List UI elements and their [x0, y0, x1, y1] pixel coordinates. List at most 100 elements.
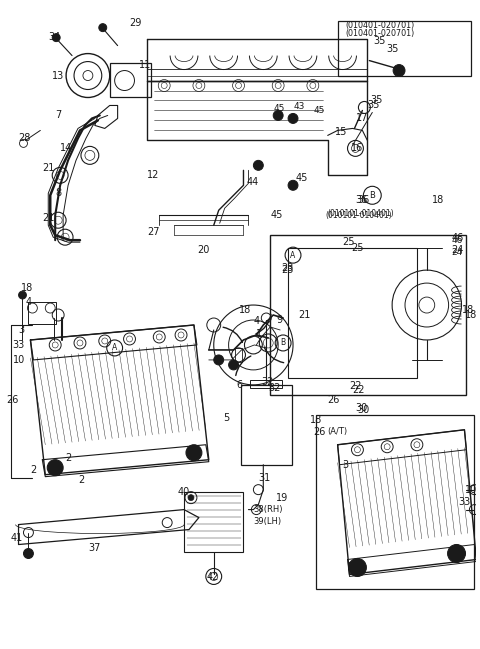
Circle shape	[186, 445, 202, 461]
Text: 18: 18	[432, 195, 444, 205]
Circle shape	[273, 110, 283, 121]
Text: 31: 31	[258, 472, 271, 483]
Bar	[184, 492, 243, 552]
Bar	[270, 235, 467, 395]
Text: 24: 24	[452, 245, 464, 255]
Text: 2: 2	[30, 465, 36, 474]
Text: 18: 18	[310, 415, 322, 425]
Text: 14: 14	[60, 143, 72, 153]
Text: 35: 35	[367, 101, 380, 110]
Circle shape	[228, 360, 239, 370]
Text: A: A	[112, 343, 117, 352]
Text: 42: 42	[207, 572, 219, 582]
Text: 28: 28	[19, 134, 31, 143]
Text: 45: 45	[270, 210, 283, 220]
Text: 3: 3	[19, 325, 24, 335]
Text: 36: 36	[356, 195, 368, 205]
Text: 45: 45	[273, 104, 285, 113]
Circle shape	[188, 495, 194, 500]
Text: 18: 18	[21, 283, 33, 293]
Text: 2: 2	[452, 550, 458, 559]
Text: 6: 6	[237, 380, 243, 390]
Text: 40: 40	[177, 487, 189, 496]
Circle shape	[253, 160, 264, 170]
Text: 3: 3	[343, 459, 348, 470]
Text: (010101-010401): (010101-010401)	[328, 209, 395, 217]
Text: 11: 11	[139, 60, 152, 69]
Text: 18: 18	[465, 310, 477, 320]
Text: 2: 2	[348, 563, 354, 572]
Text: 44: 44	[246, 177, 259, 188]
Text: 32: 32	[261, 377, 274, 387]
Text: (A/T): (A/T)	[328, 427, 348, 436]
Text: 30: 30	[358, 405, 370, 415]
Text: 34: 34	[48, 32, 60, 42]
Text: 37: 37	[88, 543, 100, 552]
Text: 2: 2	[78, 474, 84, 485]
Bar	[28, 302, 56, 324]
Text: 21: 21	[42, 214, 55, 223]
Text: 2: 2	[65, 453, 72, 463]
Text: 12: 12	[147, 170, 160, 180]
Circle shape	[288, 180, 298, 190]
Text: 18: 18	[461, 305, 474, 315]
Text: 26: 26	[313, 427, 325, 437]
Text: 8: 8	[55, 188, 61, 199]
Text: 25: 25	[351, 243, 364, 253]
Text: 25: 25	[343, 237, 355, 247]
Text: 18: 18	[239, 305, 251, 315]
Circle shape	[214, 355, 224, 365]
Circle shape	[52, 34, 60, 42]
Text: A: A	[290, 251, 296, 260]
Text: 41: 41	[11, 533, 23, 543]
Text: 20: 20	[197, 245, 209, 255]
Circle shape	[288, 114, 298, 123]
Text: 35: 35	[373, 36, 385, 45]
Text: 36: 36	[358, 195, 370, 205]
Circle shape	[24, 548, 34, 559]
Text: B: B	[280, 339, 286, 347]
Bar	[110, 62, 151, 97]
Text: 39(LH): 39(LH)	[253, 517, 281, 526]
Text: 33: 33	[12, 340, 25, 350]
Circle shape	[47, 459, 63, 476]
Text: 35: 35	[386, 43, 398, 54]
Text: (010401-020701): (010401-020701)	[346, 21, 415, 30]
Bar	[316, 415, 474, 589]
Circle shape	[448, 545, 466, 563]
Text: 43: 43	[294, 102, 305, 111]
Text: 29: 29	[130, 18, 142, 28]
Text: 21: 21	[298, 310, 311, 320]
Text: 38(RH): 38(RH)	[253, 505, 283, 514]
Text: 21: 21	[42, 164, 55, 173]
Text: 33: 33	[458, 496, 471, 507]
Text: 4: 4	[253, 316, 260, 326]
Text: 13: 13	[52, 71, 64, 80]
Text: 9: 9	[276, 315, 282, 325]
Text: 19: 19	[276, 493, 288, 502]
Text: 30: 30	[356, 403, 368, 413]
Text: 10: 10	[465, 485, 477, 495]
Text: 4: 4	[25, 297, 32, 307]
Text: 5: 5	[224, 413, 230, 422]
Text: 16: 16	[350, 143, 363, 153]
Text: (010401-020701): (010401-020701)	[346, 29, 415, 38]
Text: 46: 46	[452, 236, 463, 245]
Bar	[235, 348, 242, 362]
Bar	[240, 385, 292, 465]
Text: 17: 17	[356, 114, 368, 123]
Text: 23: 23	[281, 263, 293, 273]
Text: 23: 23	[281, 265, 293, 275]
Text: 45: 45	[296, 173, 308, 183]
Bar	[288, 248, 417, 378]
Text: 10: 10	[12, 355, 25, 365]
Bar	[337, 21, 471, 75]
Text: 24: 24	[452, 248, 463, 256]
Bar	[251, 380, 282, 388]
Text: B: B	[370, 191, 375, 200]
Text: 26: 26	[328, 395, 340, 405]
Circle shape	[19, 291, 26, 299]
Text: 46: 46	[452, 233, 464, 243]
Circle shape	[393, 64, 405, 77]
Text: 22: 22	[352, 385, 365, 395]
